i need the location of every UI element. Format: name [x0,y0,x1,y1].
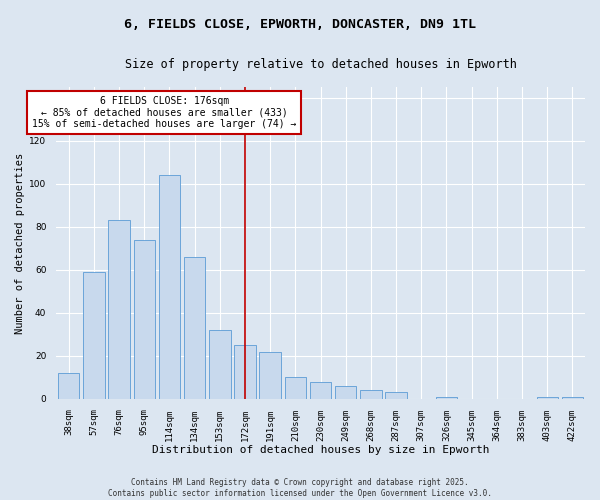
Bar [259,352,281,399]
Bar [83,272,104,399]
Title: Size of property relative to detached houses in Epworth: Size of property relative to detached ho… [125,58,517,70]
Bar [536,396,558,399]
Bar [310,382,331,399]
Bar [562,396,583,399]
Text: 6 FIELDS CLOSE: 176sqm
← 85% of detached houses are smaller (433)
15% of semi-de: 6 FIELDS CLOSE: 176sqm ← 85% of detached… [32,96,296,130]
Bar [436,396,457,399]
Bar [335,386,356,399]
Bar [235,345,256,399]
Bar [360,390,382,399]
Text: Contains HM Land Registry data © Crown copyright and database right 2025.
Contai: Contains HM Land Registry data © Crown c… [108,478,492,498]
Bar [159,175,180,399]
Bar [209,330,230,399]
Bar [58,373,79,399]
Bar [385,392,407,399]
X-axis label: Distribution of detached houses by size in Epworth: Distribution of detached houses by size … [152,445,490,455]
Bar [284,378,306,399]
Bar [184,257,205,399]
Bar [109,220,130,399]
Y-axis label: Number of detached properties: Number of detached properties [15,152,25,334]
Bar [134,240,155,399]
Text: 6, FIELDS CLOSE, EPWORTH, DONCASTER, DN9 1TL: 6, FIELDS CLOSE, EPWORTH, DONCASTER, DN9… [124,18,476,30]
